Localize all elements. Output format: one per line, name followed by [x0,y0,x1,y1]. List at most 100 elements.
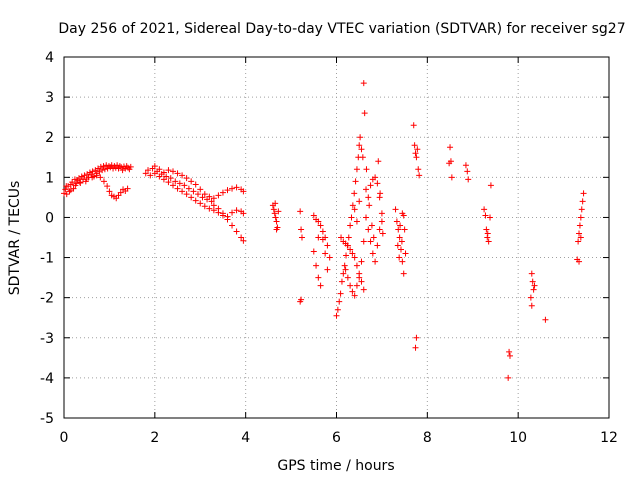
x-axis-label: GPS time / hours [277,458,394,474]
data-point [369,250,376,257]
data-point [170,182,176,189]
data-point [313,262,320,269]
y-tick-label: 3 [45,90,54,106]
data-point [240,210,247,217]
data-point [578,206,585,213]
data-point [240,237,247,244]
data-point [576,222,583,229]
data-point [160,176,167,183]
data-point [201,203,208,210]
data-point [114,162,121,169]
data-point [484,230,491,237]
data-point [363,214,370,221]
data-point [415,166,422,173]
data-point [528,302,535,309]
y-axis-label: SDTVAR / TECUs [7,181,23,296]
data-point [197,200,204,207]
data-point [343,252,350,259]
data-point [105,163,112,170]
data-point [104,183,111,190]
data-point [345,234,352,241]
data-points [61,80,587,381]
data-point [272,214,279,221]
data-point [192,197,199,204]
data-point [319,228,326,235]
data-point [397,222,404,229]
y-tick-label: 0 [45,210,54,226]
data-point [97,163,104,170]
data-point [349,288,356,295]
data-point [100,163,107,170]
data-point [81,172,88,179]
data-point [579,198,586,205]
data-point [542,316,549,323]
data-point [576,230,583,237]
data-point [326,254,333,261]
data-point [275,208,282,215]
data-point [353,218,360,225]
data-point [176,180,183,187]
data-point [527,294,534,301]
data-point [188,178,195,185]
data-point [576,258,583,265]
data-point [192,181,199,188]
data-point [151,170,158,177]
data-point [324,242,331,249]
data-point [72,182,79,189]
data-point [394,242,401,249]
data-point [124,185,131,192]
data-point [317,282,324,289]
data-point [356,142,363,149]
data-point [233,228,240,235]
data-point [62,186,69,193]
data-point [531,282,538,289]
x-tick-label: 6 [332,430,341,446]
data-point [367,182,374,189]
data-point [462,162,469,169]
data-point [93,172,100,179]
y-tick-label: 1 [45,170,54,186]
data-point [395,226,402,233]
data-point [363,186,370,193]
data-point [174,170,181,177]
data-point [322,250,329,257]
data-point [103,162,110,169]
data-point [465,176,472,183]
data-point [147,172,154,179]
data-point [89,174,96,181]
data-point [349,250,356,257]
data-point [342,266,349,273]
chart-title: Day 256 of 2021, Sidereal Day-to-day VTE… [58,21,625,37]
data-point [210,202,217,209]
data-point [401,226,408,233]
data-point [393,218,400,225]
data-point [76,179,83,186]
data-point [341,262,348,269]
y-tick-label: -2 [40,291,54,307]
data-point [400,212,407,219]
data-point [347,222,354,229]
data-point [344,242,351,249]
data-point [353,262,360,269]
data-point [446,160,453,167]
data-point [66,188,73,195]
data-point [357,134,364,141]
data-point [374,242,381,249]
data-point [358,146,365,153]
data-point [210,195,217,202]
data-point [224,213,231,220]
data-point [351,190,358,197]
data-point [481,206,488,213]
data-point [368,222,375,229]
data-point [366,202,373,209]
data-point [347,282,354,289]
data-point [397,246,404,253]
data-point [464,168,471,175]
data-point [310,212,317,219]
data-point [487,182,494,189]
data-point [190,188,197,195]
data-point [412,150,419,157]
data-point [185,185,192,192]
data-point [410,122,417,129]
data-point [179,172,186,179]
